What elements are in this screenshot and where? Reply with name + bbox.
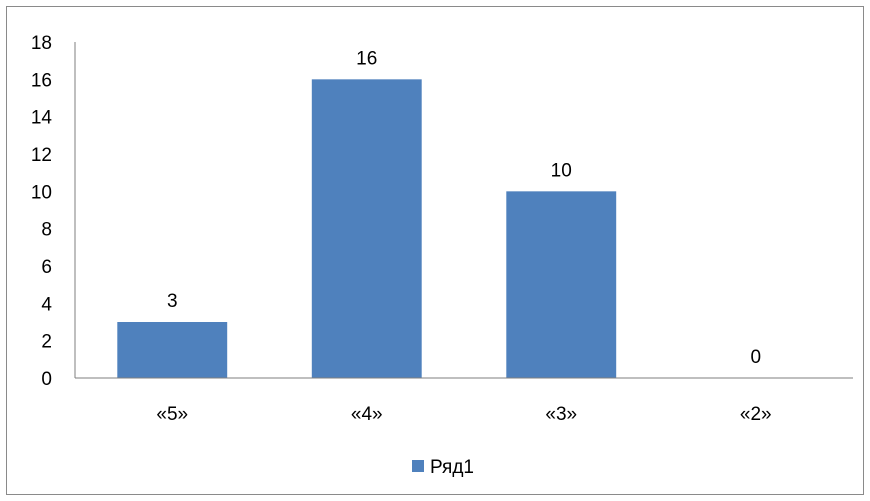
data-label-3: 10 (551, 160, 572, 181)
y-tick-label: 0 (41, 369, 52, 390)
y-tick-label: 6 (41, 257, 52, 278)
bar-2 (311, 79, 422, 378)
legend-swatch-series-1 (412, 460, 424, 472)
x-tick-label: «3» (545, 404, 577, 425)
y-tick-label: 14 (31, 108, 53, 129)
chart-area (6, 6, 864, 495)
legend: Ряд1 (412, 457, 474, 478)
legend-label-series-1: Ряд1 (430, 457, 474, 478)
y-tick-label: 12 (31, 145, 52, 166)
y-tick-label: 4 (41, 294, 52, 315)
y-tick-label: 16 (31, 70, 52, 91)
data-label-2: 16 (356, 48, 377, 69)
y-tick-label: 8 (41, 220, 52, 241)
y-tick-label: 2 (41, 332, 52, 353)
x-axis-ticks: «5» «4» «3» «2» (156, 404, 771, 425)
data-label-1: 3 (167, 291, 178, 312)
bar-3 (506, 191, 617, 378)
axes (74, 42, 853, 379)
bar-1 (117, 322, 228, 378)
y-tick-label: 10 (31, 182, 52, 203)
data-labels: 3 16 10 0 (167, 48, 761, 368)
bars (117, 79, 617, 378)
x-tick-label: «4» (351, 404, 383, 425)
x-tick-label: «5» (156, 404, 188, 425)
y-tick-label: 18 (31, 33, 52, 54)
data-label-4: 0 (750, 347, 761, 368)
y-axis-ticks: 0 2 4 6 8 10 12 14 16 18 (31, 33, 53, 390)
x-tick-label: «2» (740, 404, 772, 425)
